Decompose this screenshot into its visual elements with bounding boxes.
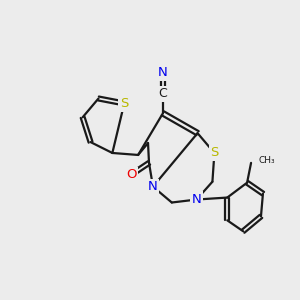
Text: S: S: [210, 146, 219, 160]
Text: C: C: [158, 87, 167, 100]
Text: S: S: [120, 97, 128, 110]
Text: N: N: [192, 193, 201, 206]
Text: N: N: [148, 180, 158, 193]
Text: O: O: [126, 168, 136, 181]
Text: CH₃: CH₃: [259, 156, 276, 165]
Text: N: N: [158, 66, 168, 79]
